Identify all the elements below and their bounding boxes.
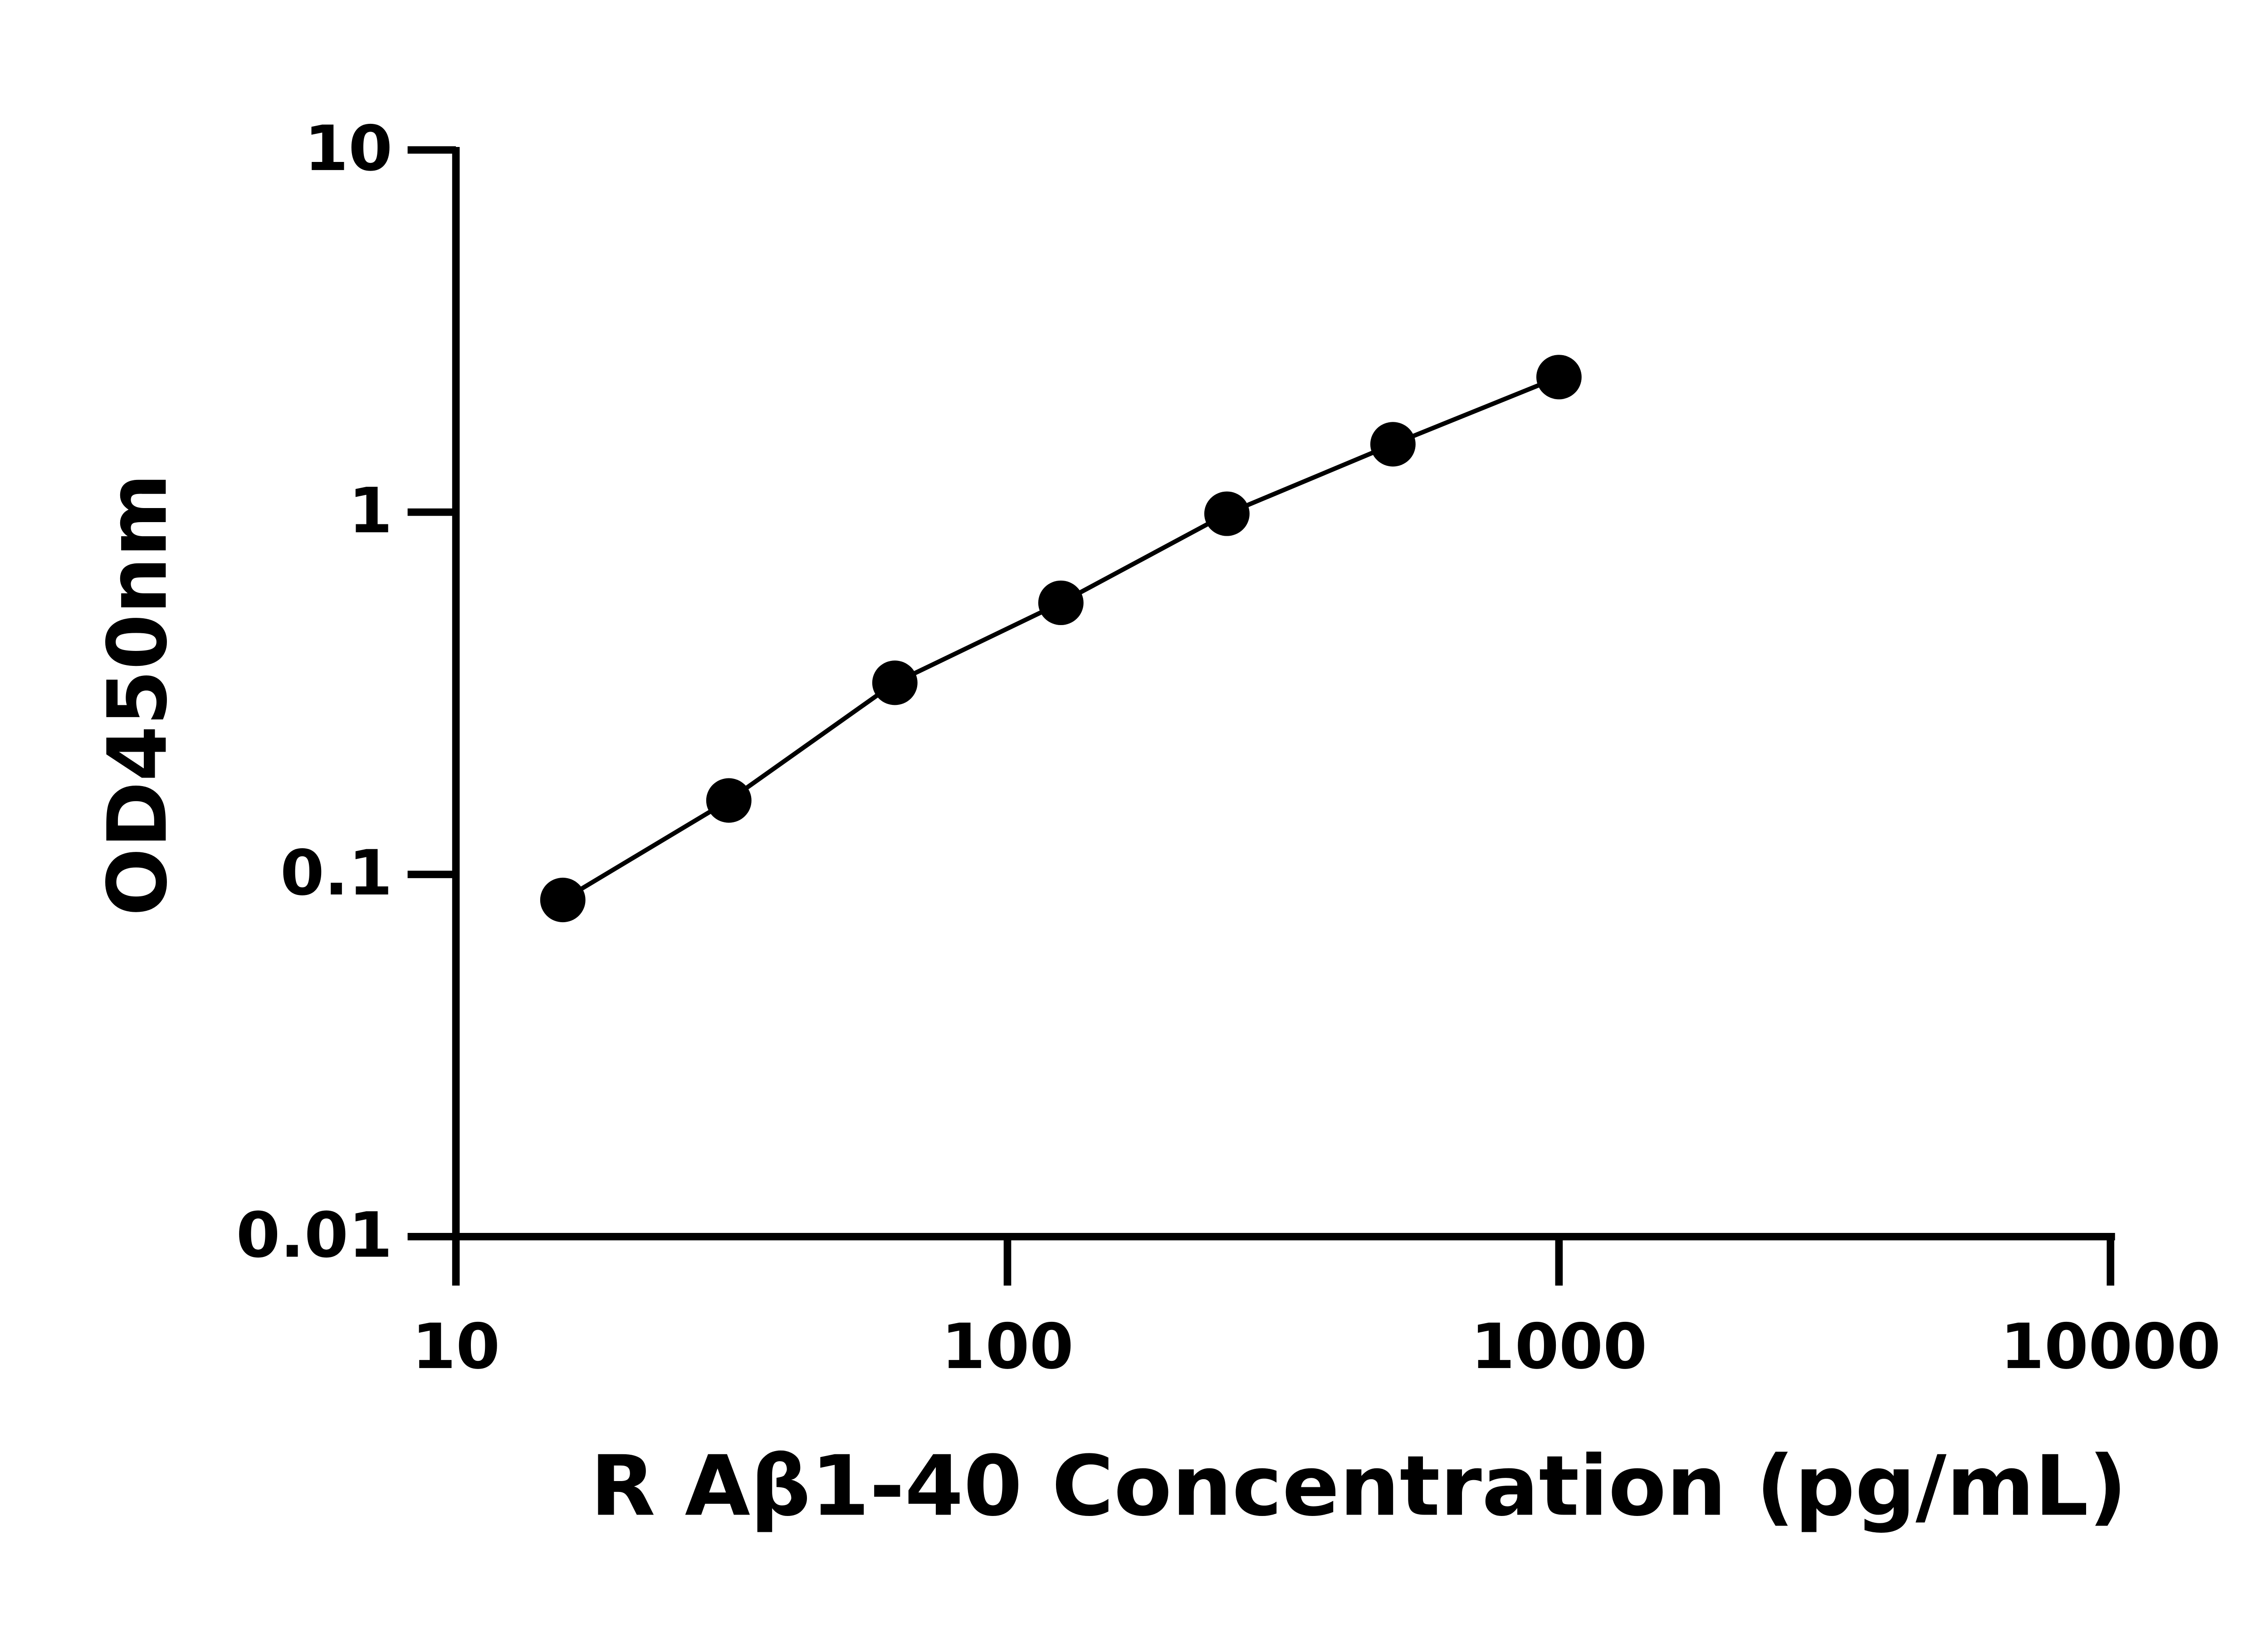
data-point bbox=[540, 877, 586, 923]
x-tick-label: 10 bbox=[412, 1310, 500, 1383]
data-point bbox=[1370, 422, 1416, 467]
data-point bbox=[1204, 491, 1250, 536]
y-axis-label: OD450nm bbox=[91, 474, 186, 916]
y-tick-label: 0.1 bbox=[280, 836, 393, 909]
x-tick-label: 10000 bbox=[2000, 1310, 2221, 1383]
data-point bbox=[872, 660, 918, 705]
y-tick-label: 0.01 bbox=[236, 1199, 392, 1272]
x-axis-label: R Aβ1-40 Concentration (pg/mL) bbox=[590, 1437, 2127, 1535]
x-tick-label: 1000 bbox=[1471, 1310, 1647, 1383]
data-point bbox=[706, 778, 752, 823]
data-point bbox=[1536, 355, 1582, 400]
x-tick-label: 100 bbox=[941, 1310, 1074, 1383]
y-tick-label: 1 bbox=[348, 474, 392, 547]
data-point bbox=[1038, 580, 1084, 626]
y-tick-label: 10 bbox=[304, 112, 393, 185]
